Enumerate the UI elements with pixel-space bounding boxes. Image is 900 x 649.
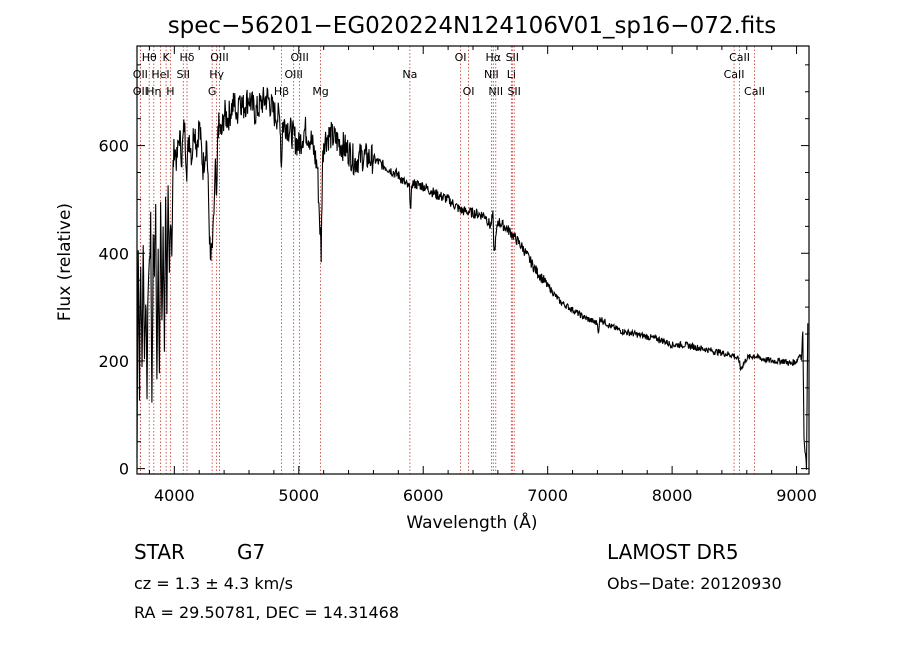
line-marker-label: Hη xyxy=(146,85,161,98)
y-axis: 0 200 400 600 xyxy=(98,64,809,479)
line-marker-label: Mg xyxy=(312,85,328,98)
line-marker-label: K xyxy=(163,51,171,64)
line-marker-label: OIII xyxy=(290,51,308,64)
y-tick-label: 600 xyxy=(98,137,129,156)
line-marker-label: Hα xyxy=(486,51,502,64)
x-tick-label: 7000 xyxy=(527,486,568,505)
y-tick-label: 200 xyxy=(98,352,129,371)
line-marker-label: SII xyxy=(177,68,190,81)
line-marker-label: Hγ xyxy=(209,68,224,81)
line-marker-label: OII xyxy=(133,68,148,81)
x-axis: 4000 5000 6000 7000 8000 9000 xyxy=(148,46,817,505)
line-marker-label: H xyxy=(166,85,174,98)
x-tick-label: 5000 xyxy=(278,486,319,505)
observation-date: Obs−Date: 20120930 xyxy=(607,574,782,593)
line-markers xyxy=(139,46,755,474)
y-axis-label: Flux (relative) xyxy=(55,203,75,321)
line-marker-label: CaII xyxy=(744,85,765,98)
object-subclass: G7 xyxy=(237,540,265,564)
line-marker-label: OIII xyxy=(210,51,228,64)
y-tick-label: 400 xyxy=(98,244,129,263)
x-tick-label: 8000 xyxy=(652,486,693,505)
line-marker-label: NII xyxy=(484,68,499,81)
line-marker-label: NII xyxy=(488,85,503,98)
y-tick-label: 0 xyxy=(119,460,129,479)
line-marker-label: Hθ xyxy=(142,51,157,64)
line-marker-label: Li xyxy=(507,68,516,81)
line-marker-label: HeI xyxy=(151,68,169,81)
line-marker-label: OI xyxy=(463,85,475,98)
redshift-info: cz = 1.3 ± 4.3 km/s xyxy=(134,574,293,593)
line-marker-labels: OIIOIIHθHηHeIKHSIIHδGHγOIIIHβOIIIOIIIMgN… xyxy=(133,51,765,98)
survey-name: LAMOST DR5 xyxy=(607,540,739,564)
line-marker-label: G xyxy=(208,85,217,98)
chart-title: spec−56201−EG020224N124106V01_sp16−072.f… xyxy=(168,13,777,39)
x-tick-label: 6000 xyxy=(403,486,444,505)
line-marker-label: OI xyxy=(455,51,467,64)
x-tick-label: 9000 xyxy=(776,486,817,505)
object-class: STAR xyxy=(134,540,185,564)
line-marker-label: Hβ xyxy=(274,85,289,98)
line-marker-label: CaII xyxy=(724,68,745,81)
line-marker-label: Hδ xyxy=(180,51,195,64)
spectrum-line xyxy=(136,86,809,470)
line-marker-label: SII xyxy=(507,85,520,98)
coordinates-info: RA = 29.50781, DEC = 14.31468 xyxy=(134,603,399,622)
x-axis-label: Wavelength (Å) xyxy=(406,511,537,533)
line-marker-label: CaII xyxy=(729,51,750,64)
line-marker-label: SII xyxy=(506,51,519,64)
x-tick-label: 4000 xyxy=(154,486,195,505)
line-marker-label: Na xyxy=(402,68,417,81)
line-marker-label: OIII xyxy=(284,68,302,81)
